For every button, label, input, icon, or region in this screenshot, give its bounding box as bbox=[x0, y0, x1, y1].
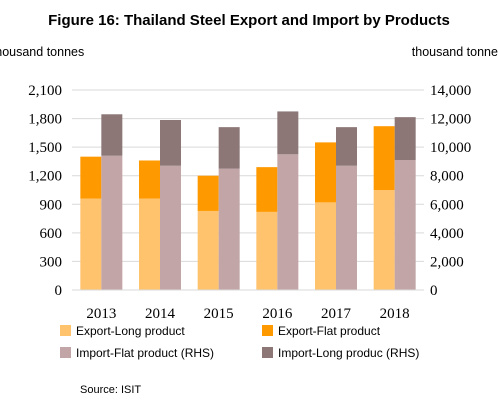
bar-import-long-produc-rhs- bbox=[160, 120, 181, 166]
legend-label: Import-Long produc (RHS) bbox=[278, 346, 419, 360]
left-axis-label: thousand tonnes bbox=[0, 45, 84, 59]
right-tick-label: 10,000 bbox=[430, 140, 471, 156]
bar-import-flat-product-rhs- bbox=[277, 154, 299, 290]
right-tick-label: 6,000 bbox=[430, 197, 464, 213]
right-axis-label: thousand tonnes bbox=[412, 45, 498, 59]
x-tick-label: 2014 bbox=[145, 306, 176, 322]
legend-swatch bbox=[60, 347, 71, 358]
left-tick-label: 900 bbox=[40, 197, 63, 213]
bar-import-long-produc-rhs- bbox=[218, 127, 240, 169]
bar-export-flat-product bbox=[80, 156, 102, 199]
left-axis-ticks: 0 300 600 900 1,200 1,500 1,800 2,100 bbox=[28, 83, 62, 299]
bar-import-long-produc-rhs- bbox=[101, 114, 123, 156]
legend-swatch bbox=[262, 347, 273, 358]
bar-import-long-produc-rhs- bbox=[277, 111, 299, 155]
legend-label: Export-Long product bbox=[76, 324, 185, 338]
left-tick-label: 600 bbox=[40, 226, 63, 242]
right-tick-label: 12,000 bbox=[430, 112, 471, 128]
chart-title: Figure 16: Thailand Steel Export and Imp… bbox=[48, 12, 450, 29]
x-tick-label: 2018 bbox=[380, 306, 410, 322]
x-tick-label: 2013 bbox=[86, 306, 116, 322]
left-tick-label: 0 bbox=[55, 283, 63, 299]
bar-import-flat-product-rhs- bbox=[336, 165, 357, 290]
bar-export-long-product bbox=[373, 190, 395, 290]
right-tick-label: 2,000 bbox=[430, 254, 464, 270]
legend: Export-Long product Export-Flat product Im… bbox=[60, 324, 419, 360]
bar-import-flat-product-rhs- bbox=[394, 160, 416, 290]
right-tick-label: 0 bbox=[430, 283, 438, 299]
bars bbox=[72, 111, 424, 291]
right-tick-label: 8,000 bbox=[430, 169, 464, 185]
x-tick-label: 2016 bbox=[262, 306, 293, 322]
bar-export-flat-product bbox=[256, 167, 278, 212]
right-tick-label: 4,000 bbox=[430, 226, 464, 242]
bar-import-flat-product-rhs- bbox=[218, 168, 240, 290]
bar-export-flat-product bbox=[373, 126, 395, 190]
bar-export-long-product bbox=[256, 211, 278, 290]
x-tick-label: 2015 bbox=[204, 306, 234, 322]
left-tick-label: 1,500 bbox=[28, 140, 62, 156]
bar-export-flat-product bbox=[139, 160, 160, 199]
bar-export-flat-product bbox=[197, 175, 219, 211]
left-tick-label: 1,200 bbox=[28, 169, 62, 185]
left-tick-label: 2,100 bbox=[28, 83, 62, 99]
x-axis-ticks: 2013 2014 2015 2016 2017 2018 bbox=[86, 306, 409, 322]
legend-label: Import-Flat product (RHS) bbox=[76, 346, 214, 360]
right-tick-label: 14,000 bbox=[430, 83, 471, 99]
bar-import-long-produc-rhs- bbox=[336, 127, 357, 166]
legend-swatch bbox=[60, 325, 71, 336]
legend-swatch bbox=[262, 325, 273, 336]
bar-export-long-product bbox=[139, 198, 160, 290]
legend-label: Export-Flat product bbox=[278, 324, 381, 338]
left-tick-label: 300 bbox=[40, 254, 63, 270]
x-tick-label: 2017 bbox=[321, 306, 352, 322]
right-axis-ticks: 0 2,000 4,000 6,000 8,000 10,000 12,000 14,000 bbox=[430, 83, 471, 299]
bar-import-flat-product-rhs- bbox=[160, 165, 181, 290]
source-note: Source: ISIT bbox=[80, 384, 141, 396]
left-tick-label: 1,800 bbox=[28, 112, 62, 128]
bar-export-flat-product bbox=[315, 142, 336, 203]
gridlines bbox=[72, 89, 424, 291]
bar-import-flat-product-rhs- bbox=[101, 155, 123, 290]
bar-export-long-product bbox=[197, 210, 219, 290]
bar-export-long-product bbox=[80, 198, 102, 290]
bar-import-long-produc-rhs- bbox=[394, 117, 416, 160]
bar-export-long-product bbox=[315, 202, 336, 290]
